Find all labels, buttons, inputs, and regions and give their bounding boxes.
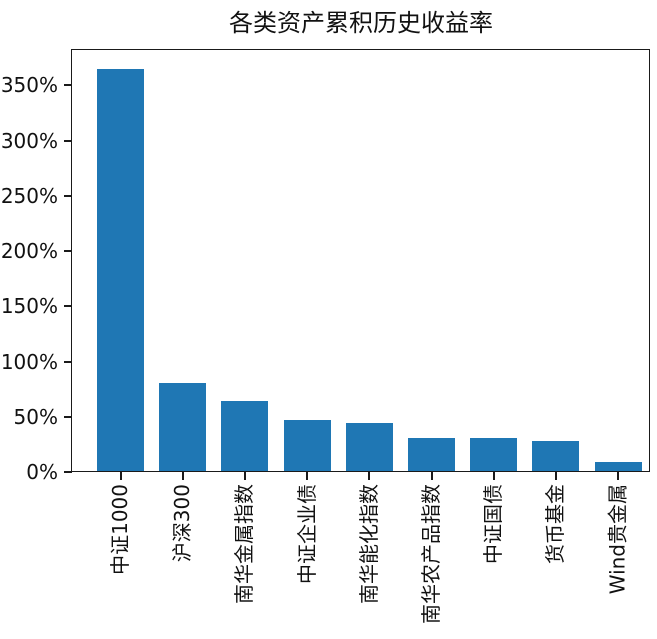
bar-南华农产品指数 (408, 437, 455, 472)
y-axis-tick (64, 194, 72, 197)
y-axis-tick (64, 415, 72, 418)
y-axis-tick-label: 200% (0, 239, 58, 264)
x-axis-tick (181, 472, 184, 480)
y-axis-tick-label: 300% (0, 128, 58, 153)
y-axis-tick-label: 350% (0, 73, 58, 98)
x-axis-tick (306, 472, 309, 480)
x-axis-tick-label-text: 沪深300 (170, 484, 195, 563)
plot-area (71, 49, 650, 472)
x-axis-tick-label-text: Wind贵金属 (605, 484, 630, 595)
bar-南华能化指数 (345, 423, 393, 472)
x-axis-tick (492, 472, 495, 480)
y-axis-tick (64, 139, 72, 142)
bar-中证国债 (470, 437, 518, 472)
y-axis-tick-label: 0% (26, 460, 58, 484)
x-axis-tick (119, 472, 122, 480)
x-axis-tick-label-text: 南华能化指数 (356, 484, 381, 604)
y-axis-tick (64, 305, 72, 308)
y-axis-tick-label: 100% (0, 349, 58, 374)
y-axis-tick (64, 250, 72, 253)
x-axis-tick-label-text: 中证企业债 (294, 484, 319, 584)
x-axis-tick (554, 472, 557, 480)
bar-货币基金 (532, 441, 580, 472)
x-axis-tick-label-text: 货币基金 (543, 484, 568, 564)
bar-南华金属指数 (221, 401, 269, 472)
x-axis-tick-label-text: 中证国债 (481, 484, 506, 564)
x-axis-tick (368, 472, 371, 480)
bar-中证1000 (97, 68, 144, 472)
chart-title: 各类资产累积历史收益率 (229, 9, 493, 37)
y-axis-tick-label: 250% (0, 183, 58, 208)
x-axis-tick-label-text: 南华金属指数 (232, 484, 257, 604)
y-axis-tick-label: 150% (0, 294, 58, 319)
y-axis-tick (64, 471, 72, 473)
y-axis-tick-label: 50% (13, 404, 58, 429)
y-axis-tick (64, 84, 72, 87)
bar-Wind贵金属 (594, 462, 642, 472)
x-axis-tick-label-text: 南华农产品指数 (419, 484, 443, 624)
x-axis-tick-label-text: 中证1000 (108, 484, 132, 575)
x-axis-tick (430, 472, 433, 480)
bar-中证企业债 (283, 420, 331, 472)
x-axis-tick (617, 472, 620, 480)
bar-沪深300 (159, 382, 207, 472)
x-axis-tick (243, 472, 246, 480)
y-axis-tick (64, 360, 72, 363)
